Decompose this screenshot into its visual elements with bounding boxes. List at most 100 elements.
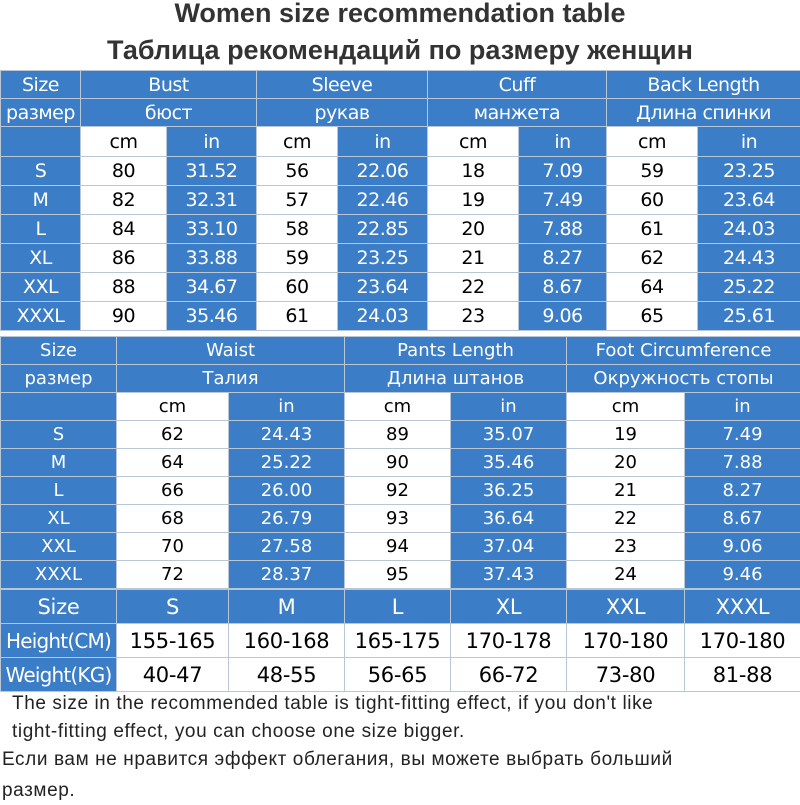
unit-in: in <box>229 393 345 421</box>
size-row: Size S M L XL XXL XXXL <box>1 590 800 624</box>
foot-circumference-header: Foot Circumference <box>567 337 800 365</box>
unit-in: in <box>519 127 607 157</box>
waist-in-cell: 27.58 <box>229 533 345 561</box>
size-m: M <box>229 590 345 624</box>
height-weight-table: Size S M L XL XXL XXXL Height(CM) 155-16… <box>0 589 800 692</box>
bust-cm-cell: 90 <box>81 302 167 331</box>
back-in-cell: 24.43 <box>698 244 800 273</box>
size-l: L <box>345 590 451 624</box>
cuff-in-cell: 9.06 <box>519 302 607 331</box>
back-in-cell: 25.61 <box>698 302 800 331</box>
size-cell: XXXL <box>1 302 81 331</box>
back-length-header: Back Length <box>607 71 800 99</box>
unit-cm: cm <box>81 127 167 157</box>
foot-in-cell: 8.67 <box>685 505 800 533</box>
table-row: XL 86 33.88 59 23.25 21 8.27 62 24.43 <box>1 244 800 273</box>
lower-measurements-table: Size Waist Pants Length Foot Circumferen… <box>0 336 800 589</box>
cuff-in-cell: 7.88 <box>519 215 607 244</box>
unit-cm: cm <box>345 393 451 421</box>
back-in-cell: 23.25 <box>698 157 800 186</box>
waist-header: Waist <box>117 337 345 365</box>
table-row: S 62 24.43 89 35.07 19 7.49 <box>1 421 800 449</box>
cuff-header-ru: манжета <box>428 99 607 127</box>
bust-in-cell: 31.52 <box>167 157 257 186</box>
header-row-russian: размер Талия Длина штанов Окружность сто… <box>1 365 800 393</box>
table-row: XXL 88 34.67 60 23.64 22 8.67 64 25.22 <box>1 273 800 302</box>
table-row: XXXL 90 35.46 61 24.03 23 9.06 65 25.61 <box>1 302 800 331</box>
height-label: Height(CM) <box>1 624 117 658</box>
back-in-cell: 23.64 <box>698 186 800 215</box>
cuff-cm-cell: 20 <box>428 215 519 244</box>
table-row: XXL 70 27.58 94 37.04 23 9.06 <box>1 533 800 561</box>
sleeve-in-cell: 22.46 <box>338 186 428 215</box>
sleeve-in-cell: 22.06 <box>338 157 428 186</box>
foot-circumference-header-ru: Окружность стопы <box>567 365 800 393</box>
note-russian-line-1: Если вам не нравится эффект облегания, в… <box>2 746 800 774</box>
size-xl: XL <box>451 590 567 624</box>
bust-header-ru: бюст <box>81 99 257 127</box>
bust-cm-cell: 88 <box>81 273 167 302</box>
unit-in: in <box>451 393 567 421</box>
foot-cm-cell: 22 <box>567 505 685 533</box>
cuff-in-cell: 7.09 <box>519 157 607 186</box>
pants-cm-cell: 94 <box>345 533 451 561</box>
cuff-cm-cell: 21 <box>428 244 519 273</box>
header-row-english: Size Waist Pants Length Foot Circumferen… <box>1 337 800 365</box>
foot-cm-cell: 21 <box>567 477 685 505</box>
pants-in-cell: 36.64 <box>451 505 567 533</box>
weight-cell: 56-65 <box>345 658 451 692</box>
weight-cell: 48-55 <box>229 658 345 692</box>
bust-in-cell: 35.46 <box>167 302 257 331</box>
back-cm-cell: 62 <box>607 244 698 273</box>
unit-in: in <box>338 127 428 157</box>
waist-cm-cell: 68 <box>117 505 229 533</box>
size-header: Size <box>1 337 117 365</box>
sleeve-in-cell: 23.25 <box>338 244 428 273</box>
back-cm-cell: 59 <box>607 157 698 186</box>
bust-cm-cell: 86 <box>81 244 167 273</box>
waist-cm-cell: 64 <box>117 449 229 477</box>
foot-cm-cell: 23 <box>567 533 685 561</box>
sleeve-in-cell: 24.03 <box>338 302 428 331</box>
waist-cm-cell: 70 <box>117 533 229 561</box>
cuff-cm-cell: 19 <box>428 186 519 215</box>
size-header-ru: размер <box>1 365 117 393</box>
table-row: XXXL 72 28.37 95 37.43 24 9.46 <box>1 561 800 589</box>
sleeve-header: Sleeve <box>257 71 428 99</box>
pants-in-cell: 35.46 <box>451 449 567 477</box>
sleeve-in-cell: 23.64 <box>338 273 428 302</box>
foot-cm-cell: 24 <box>567 561 685 589</box>
sleeve-cm-cell: 58 <box>257 215 338 244</box>
pants-cm-cell: 90 <box>345 449 451 477</box>
back-cm-cell: 64 <box>607 273 698 302</box>
table-row: L 84 33.10 58 22.85 20 7.88 61 24.03 <box>1 215 800 244</box>
size-xxxl: XXXL <box>685 590 800 624</box>
bust-in-cell: 32.31 <box>167 186 257 215</box>
unit-cm: cm <box>607 127 698 157</box>
foot-in-cell: 7.88 <box>685 449 800 477</box>
table-row: M 82 32.31 57 22.46 19 7.49 60 23.64 <box>1 186 800 215</box>
back-length-header-ru: Длина спинки <box>607 99 800 127</box>
height-cell: 170-180 <box>685 624 800 658</box>
empty-cell <box>1 393 117 421</box>
unit-in: in <box>698 127 800 157</box>
height-row: Height(CM) 155-165 160-168 165-175 170-1… <box>1 624 800 658</box>
foot-cm-cell: 20 <box>567 449 685 477</box>
waist-in-cell: 28.37 <box>229 561 345 589</box>
unit-cm: cm <box>567 393 685 421</box>
foot-in-cell: 7.49 <box>685 421 800 449</box>
pants-cm-cell: 95 <box>345 561 451 589</box>
pants-in-cell: 37.43 <box>451 561 567 589</box>
size-cell: XXL <box>1 533 117 561</box>
height-cell: 155-165 <box>117 624 229 658</box>
size-cell: M <box>1 449 117 477</box>
weight-cell: 66-72 <box>451 658 567 692</box>
size-cell: XXL <box>1 273 81 302</box>
weight-cell: 40-47 <box>117 658 229 692</box>
back-cm-cell: 60 <box>607 186 698 215</box>
bust-in-cell: 33.10 <box>167 215 257 244</box>
size-cell: L <box>1 215 81 244</box>
height-cell: 160-168 <box>229 624 345 658</box>
sleeve-cm-cell: 56 <box>257 157 338 186</box>
height-cell: 170-180 <box>567 624 685 658</box>
